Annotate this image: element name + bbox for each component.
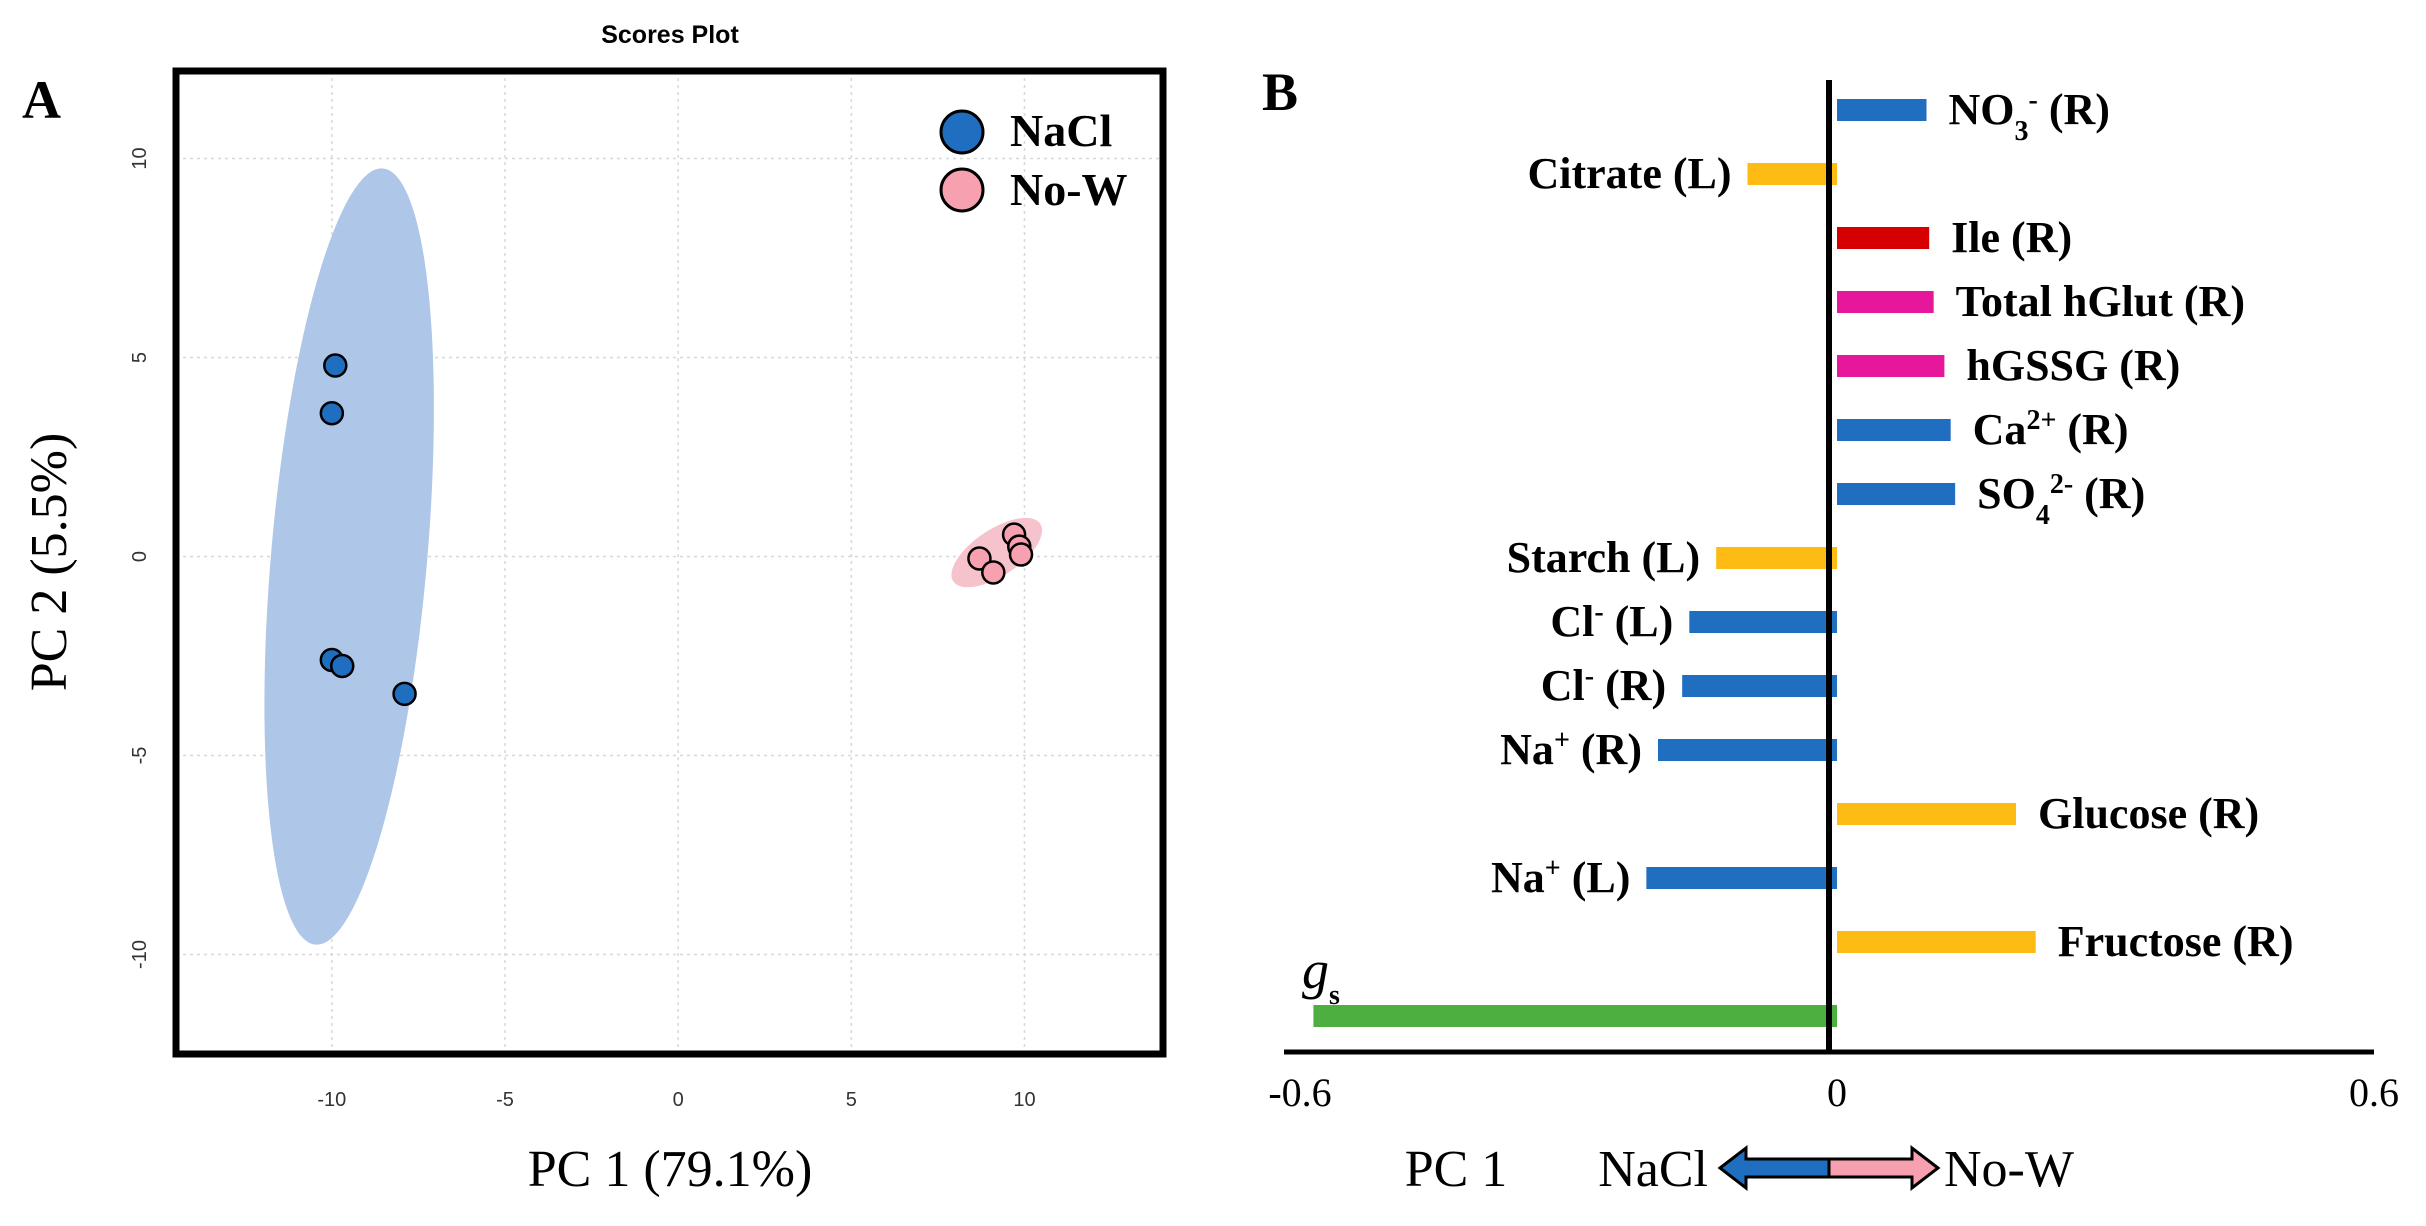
loading-bar-label: gs: [1302, 940, 1340, 1011]
x-tick-label: -5: [496, 1089, 514, 1111]
bar-x-tick-label: 0.6: [2349, 1070, 2399, 1115]
loading-bar-label: Cl- (R): [1541, 661, 1666, 711]
loading-bar-label: Ca2+ (R): [1973, 405, 2129, 455]
y-tick-label: -5: [129, 747, 151, 765]
loading-bar-label: Na+ (R): [1500, 725, 1642, 775]
loading-bar: [1313, 1005, 1837, 1027]
score-point-nacl: [319, 401, 345, 426]
y-tick-label: 0: [129, 551, 151, 562]
score-point-no-w: [1008, 542, 1034, 567]
loading-bar-label: hGSSG (R): [1966, 341, 2180, 390]
loading-bar: [1837, 931, 2036, 953]
loading-bar: [1682, 675, 1837, 697]
x-tick-label: 5: [846, 1089, 857, 1111]
legend-label-no-w: No-W: [1010, 164, 1128, 215]
loading-bar: [1837, 355, 1945, 377]
legend-marker-no-w: [939, 167, 985, 213]
score-points: [319, 353, 1034, 707]
arrow-right-label: No-W: [1944, 1141, 2074, 1198]
loading-bar: [1837, 803, 2016, 825]
arrow-left-nacl: [1717, 1144, 1831, 1192]
loadings-bar-chart: NO3- (R) Citrate (L) Ile (R) Total hGlut (R…: [1268, 80, 2399, 1198]
loading-bar-label: Citrate (L): [1527, 149, 1731, 198]
y-tick-labels: -10 -5 0 5 10: [129, 147, 151, 969]
panel-b-label: B: [1262, 62, 1298, 122]
loading-bar: [1646, 867, 1837, 889]
y-axis-label: PC 2 (5.5%): [21, 433, 78, 692]
score-point-nacl: [392, 681, 417, 707]
x-tick-label: -10: [317, 1089, 346, 1111]
loading-bar-label: NO3- (R): [1949, 85, 2110, 147]
arrow-right-no-w: [1827, 1144, 1941, 1192]
loading-bar-label: Ile (R): [1951, 213, 2072, 262]
score-point-nacl: [323, 353, 348, 378]
legend-marker-nacl: [939, 109, 985, 155]
legend-label-nacl: NaCl: [1010, 105, 1112, 156]
ellipse-nacl: [264, 168, 434, 945]
score-point-nacl: [329, 653, 355, 679]
loading-bar: [1716, 547, 1837, 569]
ellipse-no-w: [951, 517, 1043, 588]
loading-bar: [1837, 227, 1930, 249]
panel-a-label: A: [22, 70, 61, 130]
loading-bar-label: Glucose (R): [2038, 789, 2259, 838]
loading-bar: [1689, 611, 1837, 633]
loading-bar-label: Fructose (R): [2058, 917, 2294, 966]
legend: NaCl No-W: [939, 105, 1128, 215]
x-tick-labels: -10 -5 0 5 10: [317, 1089, 1035, 1111]
bar-x-tick-labels: -0.6 0 0.6: [1268, 1070, 2399, 1115]
loading-bars: [1313, 99, 2036, 1027]
loading-bar-label: Starch (L): [1507, 533, 1701, 582]
loading-bar: [1837, 419, 1951, 441]
y-tick-label: 10: [129, 147, 151, 169]
x-axis-label: PC 1 (79.1%): [528, 1141, 813, 1198]
bar-x-axis-label: PC 1: [1405, 1141, 1508, 1198]
loading-bar-labels: NO3- (R) Citrate (L) Ile (R) Total hGlut (R…: [1302, 85, 2293, 1011]
x-tick-label: 10: [1013, 1089, 1035, 1111]
bar-x-tick-label: 0: [1827, 1070, 1847, 1115]
x-tick-label: 0: [673, 1089, 684, 1111]
y-tick-label: 5: [129, 352, 151, 363]
loading-bar: [1747, 163, 1837, 185]
scores-plot-title: Scores Plot: [601, 21, 739, 49]
loading-bar-label: Cl- (L): [1550, 597, 1673, 647]
bar-x-tick-label: -0.6: [1268, 1070, 1331, 1115]
arrow-left-label: NaCl: [1598, 1141, 1708, 1198]
score-point-no-w: [981, 560, 1006, 585]
loading-bar: [1837, 483, 1956, 505]
direction-arrow: [1717, 1144, 1941, 1192]
y-tick-label: -10: [129, 940, 151, 969]
loading-bar: [1837, 99, 1927, 121]
loading-bar-label: Total hGlut (R): [1956, 277, 2245, 326]
loading-bar-label: Na+ (L): [1491, 853, 1630, 903]
loading-bar: [1837, 291, 1934, 313]
loading-bar-label: SO42- (R): [1977, 469, 2145, 531]
loading-bar: [1658, 739, 1837, 761]
plot-frame: [172, 67, 1167, 1058]
scores-plot: Scores Plot -10 -5 0 5 10 -10 -5 0 5 10 PC 1 (79…: [21, 21, 1167, 1198]
